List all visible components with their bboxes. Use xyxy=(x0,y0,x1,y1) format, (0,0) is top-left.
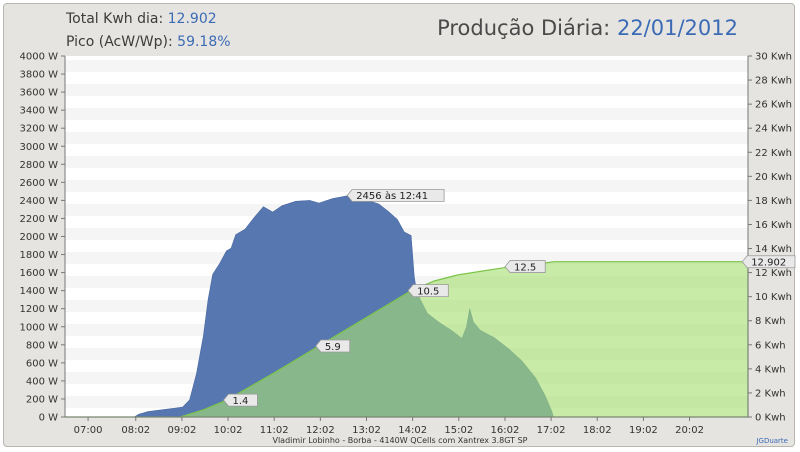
data-label: 12.902 xyxy=(741,255,796,269)
left-tick-label: 1600 W xyxy=(19,268,58,279)
left-tick-label: 1200 W xyxy=(19,304,58,315)
right-tick-label: 2 Kwh xyxy=(755,388,786,399)
left-tick-label: 2200 W xyxy=(19,214,58,225)
right-tick-label: 18 Kwh xyxy=(755,196,792,207)
data-label: 2456 às 12:41 xyxy=(346,188,445,202)
data-label-text: 12.5 xyxy=(514,262,536,273)
left-tick-label: 1400 W xyxy=(19,286,58,297)
left-tick-label: 200 W xyxy=(26,394,58,405)
peak-value: 59.18% xyxy=(177,34,231,50)
data-label: 1.4 xyxy=(222,393,258,407)
credit-link[interactable]: JGDuarte xyxy=(756,437,788,445)
left-tick-label: 2800 W xyxy=(19,160,58,171)
energy-area xyxy=(65,261,749,418)
data-label-flag xyxy=(407,284,449,298)
left-tick-label: 2400 W xyxy=(19,196,58,207)
data-label: 10.5 xyxy=(407,284,449,298)
data-label-text: 5.9 xyxy=(325,342,341,353)
x-tick-label: 16:02 xyxy=(491,425,520,436)
data-label-flag xyxy=(222,393,258,407)
total-kwh-stat: Total Kwh dia: 12.902 xyxy=(66,11,217,27)
data-labels: 2456 às 12:41 1.4 5.9 10.5 12.5 12.902 xyxy=(222,188,796,407)
left-tick-label: 3200 W xyxy=(19,124,58,135)
x-tick-label: 20:02 xyxy=(675,425,704,436)
data-label-text: 1.4 xyxy=(233,396,249,407)
x-tick-label: 13:02 xyxy=(352,425,381,436)
x-tick-label: 19:02 xyxy=(629,425,658,436)
left-tick-label: 600 W xyxy=(26,358,58,369)
x-tick-label: 12:02 xyxy=(306,425,335,436)
data-label: 5.9 xyxy=(315,339,351,353)
left-tick-label: 0 W xyxy=(39,413,59,424)
x-tick-label: 11:02 xyxy=(260,425,289,436)
data-label-flag xyxy=(346,188,445,202)
x-tick-label: 07:00 xyxy=(74,425,103,436)
data-label-text: 12.902 xyxy=(751,258,786,269)
left-tick-label: 3400 W xyxy=(19,106,58,117)
axes: 0 W 200 W 400 W 600 W 800 W 1000 W 1200 W 1400 … xyxy=(19,52,792,437)
left-tick-label: 1000 W xyxy=(19,322,58,333)
left-tick-label: 2600 W xyxy=(19,178,58,189)
footer-caption: Vladimir Lobinho - Borba - 4140W QCells … xyxy=(272,436,528,445)
right-tick-label: 22 Kwh xyxy=(755,148,792,159)
left-tick-label: 3600 W xyxy=(19,88,58,99)
data-label: 12.5 xyxy=(504,260,546,273)
right-tick-label: 12 Kwh xyxy=(755,268,792,279)
x-tick-label: 08:02 xyxy=(121,425,150,436)
left-tick-label: 800 W xyxy=(26,340,58,351)
x-tick-label: 10:02 xyxy=(214,425,243,436)
right-tick-label: 20 Kwh xyxy=(755,172,792,183)
left-tick-label: 3800 W xyxy=(19,70,58,81)
chart-title: Produção Diária: 22/01/2012 xyxy=(437,16,738,40)
right-tick-label: 28 Kwh xyxy=(755,76,792,87)
left-tick-label: 1800 W xyxy=(19,250,58,261)
x-tick-label: 18:02 xyxy=(583,425,612,436)
data-label-flag xyxy=(741,255,796,269)
right-tick-label: 8 Kwh xyxy=(755,316,786,327)
left-tick-label: 2000 W xyxy=(19,232,58,243)
data-label-text: 2456 às 12:41 xyxy=(356,190,428,202)
total-kwh-label: Total Kwh dia: xyxy=(66,11,164,27)
right-tick-label: 0 Kwh xyxy=(755,413,786,424)
title-date: 22/01/2012 xyxy=(616,16,738,40)
left-tick-label: 400 W xyxy=(26,376,58,387)
right-tick-label: 10 Kwh xyxy=(755,292,792,303)
right-tick-label: 4 Kwh xyxy=(755,364,786,375)
right-tick-label: 14 Kwh xyxy=(755,244,792,255)
x-tick-label: 15:02 xyxy=(444,425,473,436)
data-label-flag xyxy=(504,260,546,273)
left-tick-label: 4000 W xyxy=(19,52,58,63)
right-tick-label: 24 Kwh xyxy=(755,124,792,135)
right-tick-label: 16 Kwh xyxy=(755,220,792,231)
x-tick-label: 09:02 xyxy=(167,425,196,436)
x-tick-label: 17:02 xyxy=(537,425,566,436)
data-label-text: 10.5 xyxy=(417,286,439,297)
right-tick-label: 30 Kwh xyxy=(755,52,792,63)
right-tick-label: 6 Kwh xyxy=(755,340,786,351)
right-tick-label: 26 Kwh xyxy=(755,100,792,111)
peak-label: Pico (AcW/Wp): xyxy=(66,34,173,50)
title-label: Produção Diária: xyxy=(437,16,611,40)
x-tick-label: 14:02 xyxy=(398,425,427,436)
total-kwh-value: 12.902 xyxy=(167,11,217,27)
data-label-flag xyxy=(315,339,351,353)
left-tick-label: 3000 W xyxy=(19,142,58,153)
peak-stat: Pico (AcW/Wp): 59.18% xyxy=(66,34,231,50)
